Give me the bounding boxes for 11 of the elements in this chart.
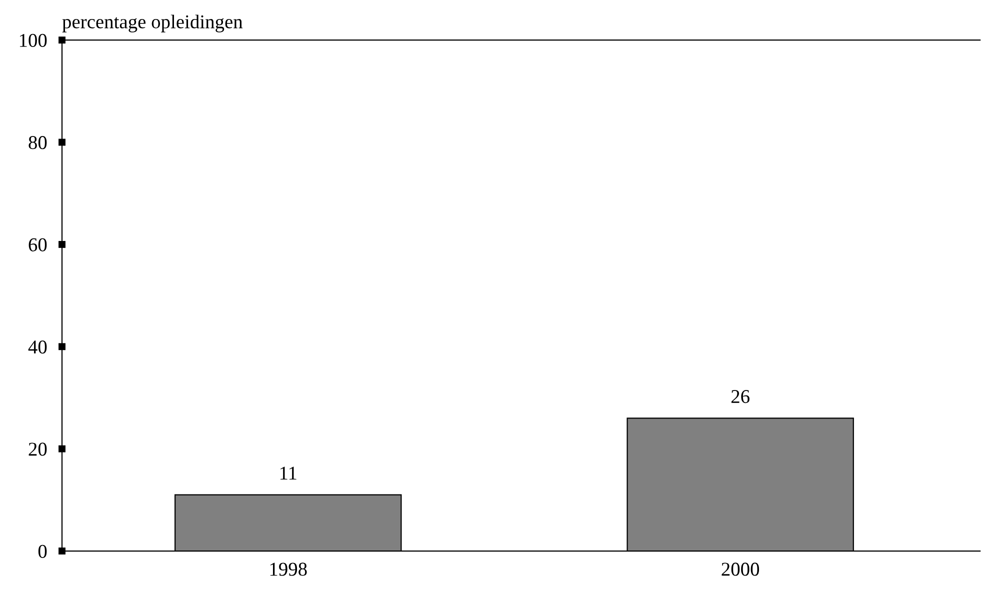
data-label: 26 (731, 390, 750, 404)
y-tick-label: 40 (28, 340, 47, 354)
y-tick-label: 100 (20, 34, 47, 47)
y-tick-label: 20 (28, 442, 47, 456)
x-tick-label: 1998 (270, 562, 307, 576)
y-tick-label: 0 (38, 544, 47, 558)
y-axis-title: percentage opleidingen (62, 14, 243, 32)
x-tick-label: 2000 (722, 562, 760, 576)
data-label: 11 (280, 466, 296, 480)
y-tick-label: 80 (28, 136, 47, 150)
y-tick-label: 60 (28, 238, 47, 252)
